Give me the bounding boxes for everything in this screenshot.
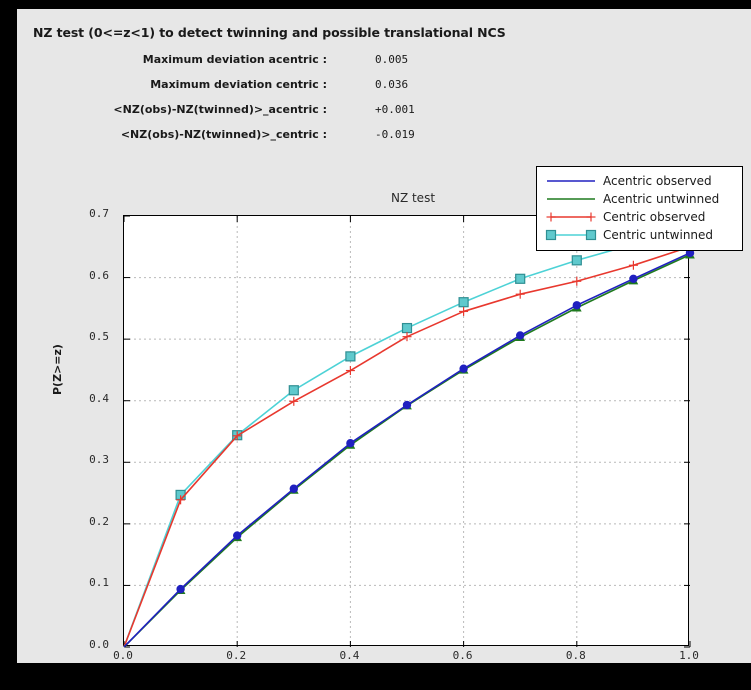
legend-label: Acentric untwinned bbox=[603, 192, 720, 206]
series-centric-observed bbox=[123, 242, 695, 648]
legend-swatch bbox=[543, 173, 599, 189]
x-axis-tick-label: 0.2 bbox=[226, 649, 247, 662]
report-panel: NZ test (0<=z<1) to detect twinning and … bbox=[17, 9, 751, 663]
data-point-circle bbox=[459, 364, 468, 373]
statistic-row: Maximum deviation centric : 0.036 bbox=[17, 78, 477, 103]
data-point-square bbox=[401, 322, 413, 334]
series-acentric-observed bbox=[123, 248, 695, 648]
series-line bbox=[123, 246, 691, 648]
data-point-square bbox=[345, 351, 356, 362]
y-axis-tick-label: 0.7 bbox=[89, 207, 109, 220]
x-axis-tick-label: 0.0 bbox=[113, 649, 133, 662]
chart-legend: Acentric observed Acentric untwinned Centr… bbox=[536, 166, 743, 251]
statistics-list: Maximum deviation acentric :0.005 Maximum… bbox=[17, 53, 477, 153]
data-point-circle bbox=[402, 400, 412, 410]
page-title: NZ test (0<=z<1) to detect twinning and … bbox=[33, 25, 506, 40]
legend-label: Centric observed bbox=[603, 210, 706, 224]
data-point-circle bbox=[176, 584, 185, 594]
data-point-circle bbox=[516, 331, 525, 340]
chart-title: NZ test bbox=[390, 191, 436, 205]
data-point-circle bbox=[629, 274, 638, 284]
legend-item: Acentric untwinned bbox=[543, 190, 736, 208]
x-axis-ticks: 0.0 0.2 0.4 0.6 0.8 1.0 bbox=[113, 649, 699, 663]
legend-item: Acentric observed bbox=[543, 172, 736, 190]
statistic-row: <NZ(obs)-NZ(twinned)>_centric : -0.019 bbox=[17, 128, 477, 153]
x-axis-tick-label: 1.0 bbox=[679, 649, 699, 662]
x-axis-tick-label: 0.4 bbox=[339, 649, 360, 662]
legend-marker-square bbox=[545, 229, 557, 241]
statistic-label: Maximum deviation acentric : bbox=[142, 53, 327, 66]
statistic-value: +0.001 bbox=[375, 103, 415, 116]
plot-frame bbox=[123, 215, 696, 648]
series-acentric-untwinned bbox=[123, 249, 695, 648]
legend-label: Acentric observed bbox=[603, 174, 712, 188]
legend-item: Centric observed bbox=[543, 208, 736, 226]
y-axis-ticks: 0.0 0.1 0.2 0.3 0.4 0.5 0.6 0.7 bbox=[17, 179, 117, 651]
legend-line-icon bbox=[547, 198, 595, 200]
statistic-row: <NZ(obs)-NZ(twinned)>_acentric : +0.001 bbox=[17, 103, 477, 128]
y-axis-tick-label: 0.0 bbox=[89, 638, 109, 651]
statistic-label: Maximum deviation centric : bbox=[150, 78, 327, 91]
data-point-circle bbox=[346, 438, 355, 448]
statistic-value: 0.005 bbox=[375, 53, 409, 66]
data-point-square bbox=[515, 273, 526, 284]
data-point-square bbox=[571, 255, 582, 266]
x-axis-tick-label: 0.8 bbox=[565, 649, 586, 662]
series-line bbox=[123, 252, 691, 648]
data-point-circle bbox=[232, 531, 242, 540]
y-axis-tick-label: 0.4 bbox=[89, 391, 109, 405]
statistic-label: <NZ(obs)-NZ(twinned)>_centric : bbox=[120, 128, 327, 141]
legend-label: Centric untwinned bbox=[603, 228, 714, 242]
legend-swatch bbox=[543, 227, 599, 243]
legend-line-icon bbox=[545, 229, 597, 241]
legend-swatch bbox=[543, 191, 599, 207]
data-point-square bbox=[458, 297, 469, 308]
chart-plot-svg bbox=[123, 215, 696, 648]
statistic-row: Maximum deviation acentric : 0.005 bbox=[17, 53, 477, 78]
statistic-label: <NZ(obs)-NZ(twinned)>_acentric : bbox=[113, 103, 327, 116]
legend-item: Centric untwinned bbox=[543, 226, 736, 244]
y-axis-tick-label: 0.6 bbox=[89, 268, 109, 282]
y-axis-tick-label: 0.5 bbox=[89, 330, 109, 344]
chart-container: NZ test P(Z>=z) 0.0 0.1 0.2 0.3 0.4 0.5 0.6 0.7… bbox=[17, 166, 751, 663]
legend-line-icon bbox=[547, 180, 595, 182]
y-axis-tick-label: 0.3 bbox=[89, 453, 109, 467]
x-axis-tick-label: 0.6 bbox=[452, 649, 473, 662]
data-point-square bbox=[288, 385, 299, 396]
statistic-value: -0.019 bbox=[375, 128, 415, 141]
legend-line-icon bbox=[546, 212, 596, 222]
series-line bbox=[123, 254, 691, 648]
series-line bbox=[123, 230, 691, 648]
y-axis-tick-label: 0.1 bbox=[89, 576, 109, 590]
statistic-value: 0.036 bbox=[375, 78, 409, 91]
data-point-circle bbox=[289, 484, 298, 493]
y-axis-tick-label: 0.2 bbox=[89, 514, 109, 528]
legend-swatch bbox=[543, 209, 599, 225]
data-point-circle bbox=[572, 301, 581, 310]
legend-marker-square bbox=[585, 229, 597, 241]
plot-inner bbox=[123, 215, 696, 648]
